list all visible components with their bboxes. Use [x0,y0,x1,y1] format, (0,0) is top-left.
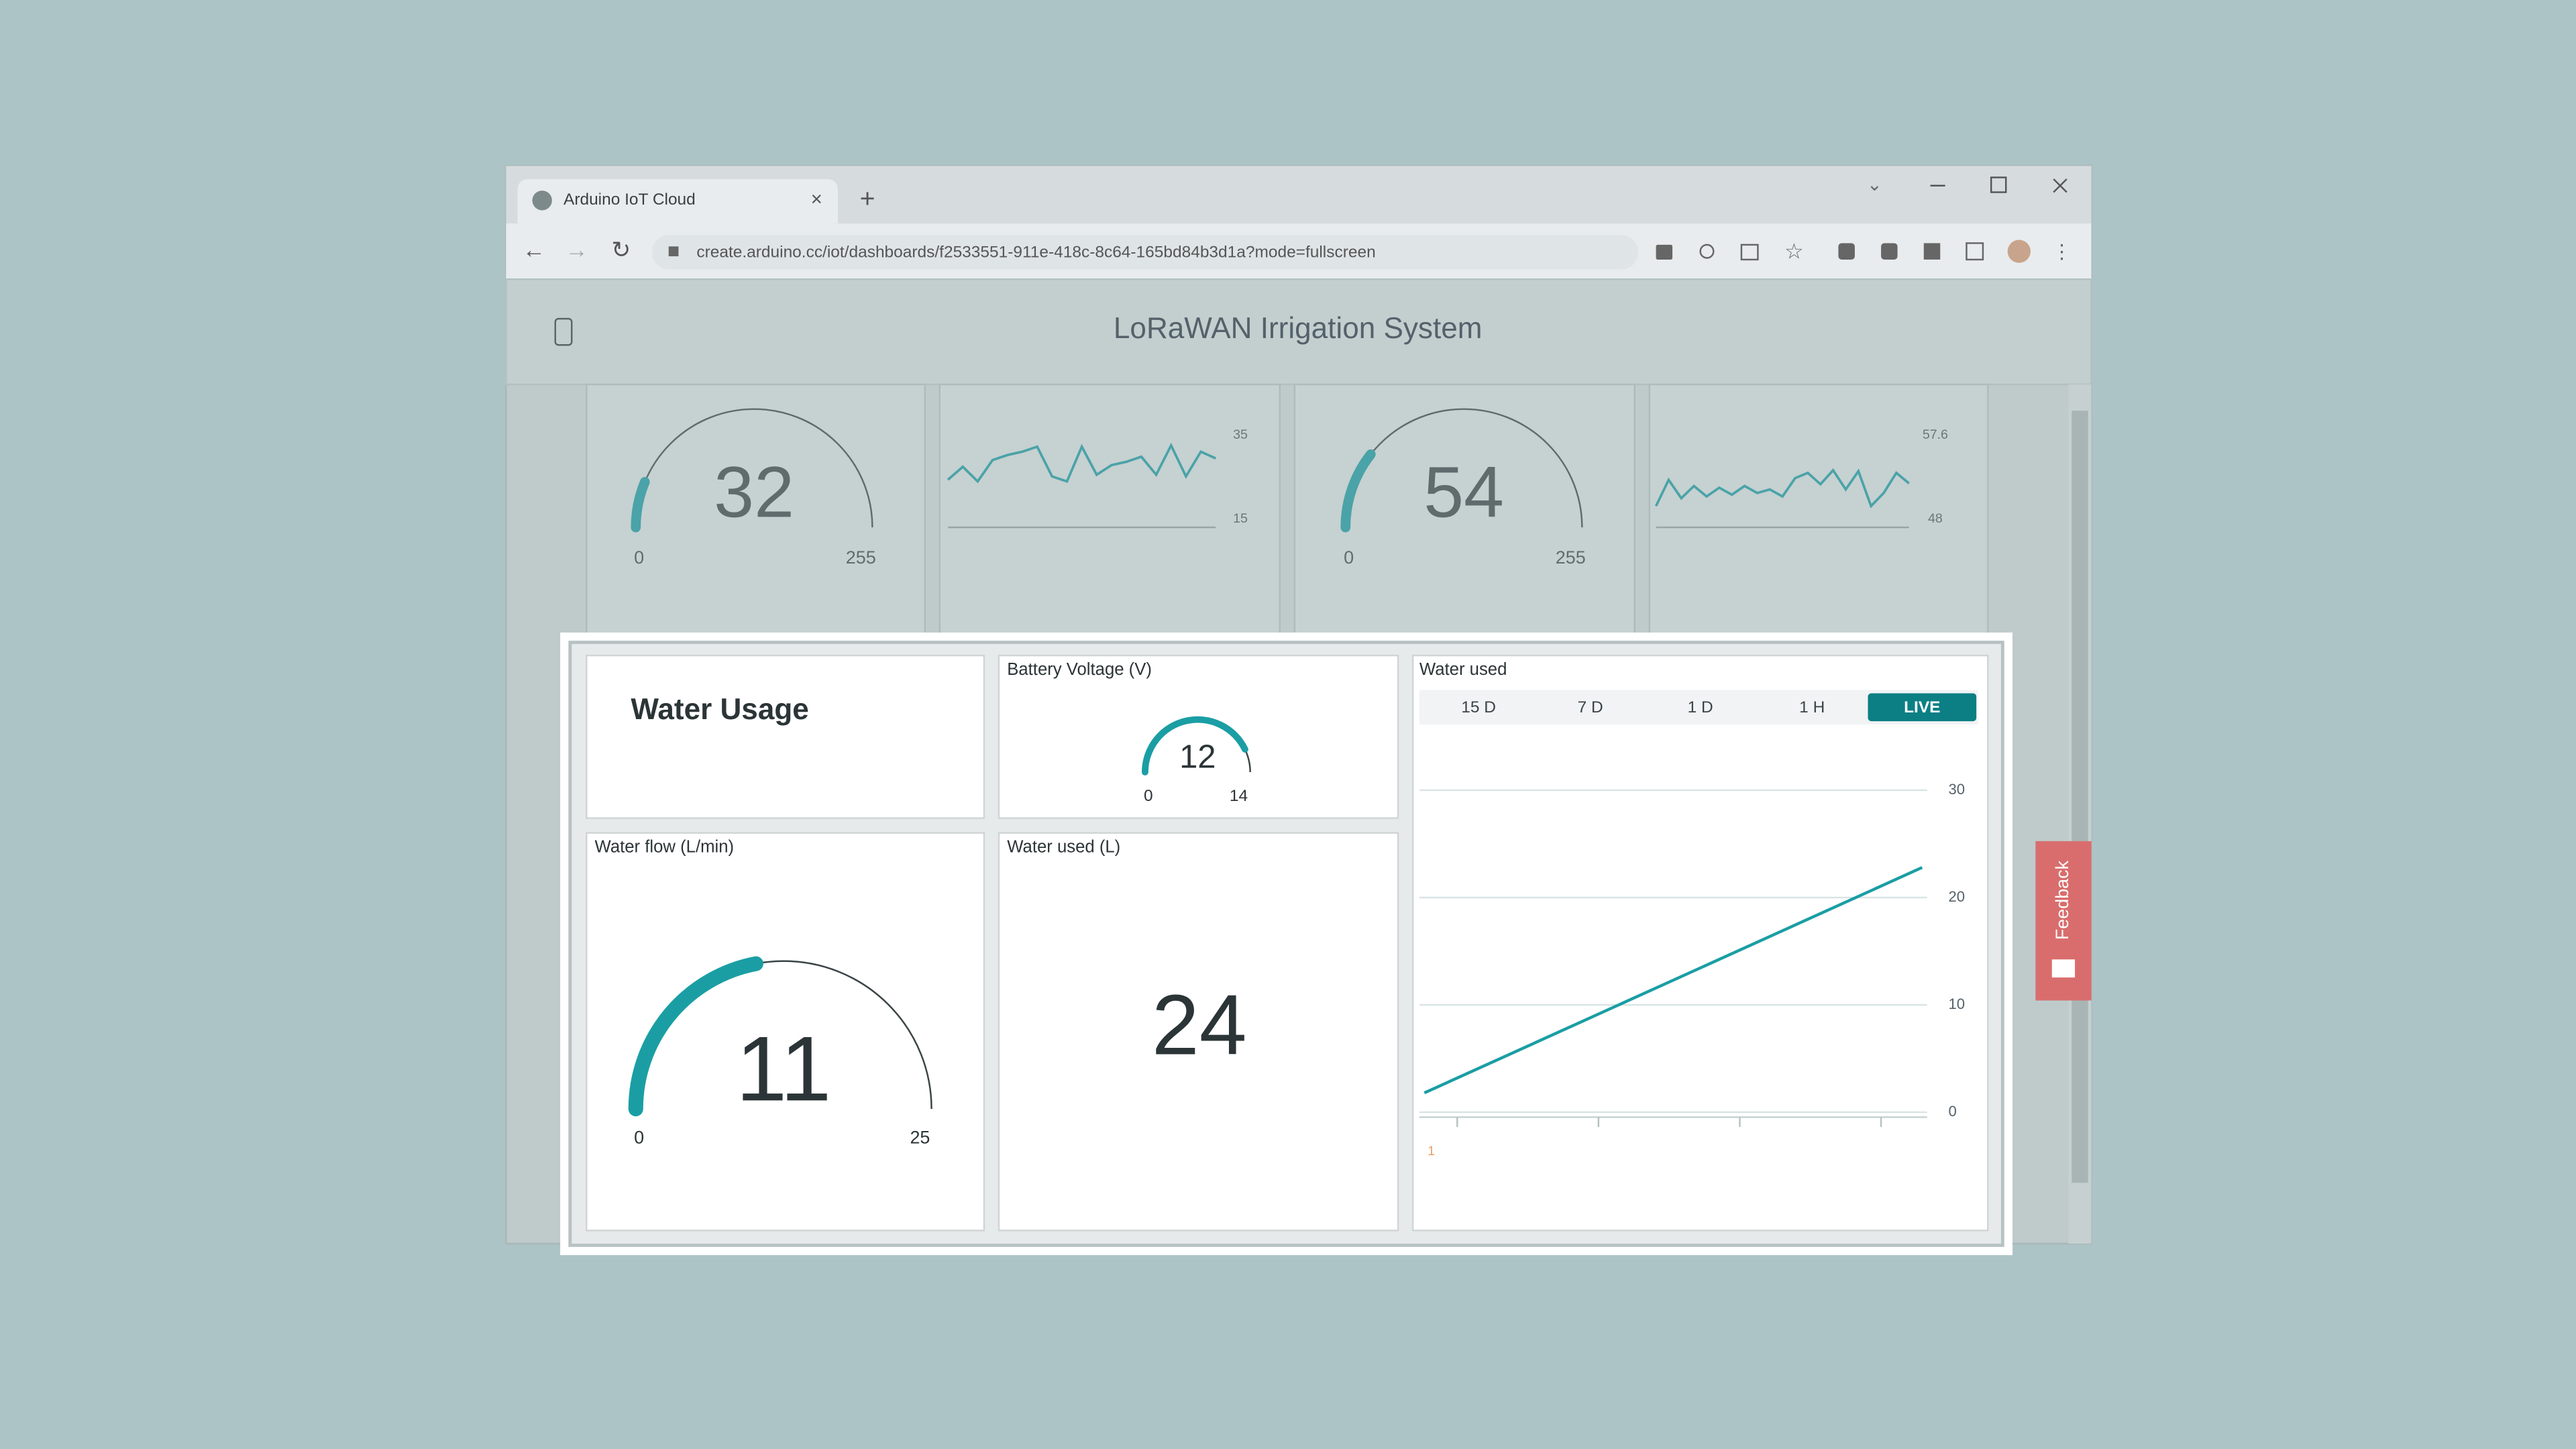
range-button[interactable]: 1 H [1799,698,1825,716]
range-button[interactable]: 7 D [1578,698,1603,716]
y-tick-label: 48 [1928,511,1943,526]
lock-icon [668,246,679,257]
icon[interactable] [1656,244,1673,260]
gauge-value: 11 [736,1018,831,1120]
x-tick-label: 1 [1428,1144,1435,1159]
icon[interactable] [1699,244,1715,259]
device-icon[interactable] [554,317,573,346]
range-button[interactable]: LIVE [1904,698,1940,716]
close-window[interactable] [2053,178,2068,193]
forward[interactable]: → [565,237,588,263]
value-display: 24 [1152,977,1247,1073]
back[interactable]: ← [523,237,545,263]
card [1411,654,1989,1232]
tab-title[interactable]: Arduino IoT Cloud [564,191,696,209]
icon[interactable] [1966,242,1984,261]
gauge-min: 0 [634,1127,644,1147]
y-tick-label: 0 [1948,1103,1956,1120]
feedback-icon [2051,959,2076,978]
gauge-min: 0 [634,547,644,568]
card [998,654,1399,819]
address-bar[interactable] [652,235,1638,270]
tab[interactable] [517,178,838,224]
widget-title: Water used [1419,660,1507,679]
gauge-min: 0 [1144,787,1153,805]
gauge-track [635,408,873,528]
menu[interactable]: ⋮ [2052,241,2072,263]
widget-title: Water used (L) [1007,837,1120,856]
tab-icon [532,191,552,211]
toolbar-icons: ☆ ⋮ [1656,239,2072,264]
icon[interactable] [1838,243,1855,260]
card [1648,383,1989,640]
y-tick-label: 57.6 [1923,427,1948,442]
range-button[interactable]: 15 D [1461,698,1496,716]
gauge-max: 255 [1556,547,1586,568]
widget-title: Water flow (L/min) [595,837,735,856]
gauge-value: 54 [1424,451,1504,533]
widget-title: Water Usage [631,693,808,726]
card [586,654,985,819]
range-button[interactable]: 1 D [1688,698,1713,716]
close-tab[interactable]: × [811,189,822,211]
tab-search[interactable]: ⌄ [1867,174,1882,195]
icon[interactable] [1740,244,1759,261]
gauge-value-arc [631,477,650,533]
range-active [1868,693,1977,722]
gauge-max: 14 [1230,787,1248,805]
url[interactable]: create.arduino.cc/iot/dashboards/f253355… [696,244,1375,262]
icon[interactable]: ☆ [1784,239,1804,264]
dashboard-title: LoRaWAN Irrigation System [1114,312,1483,345]
card [998,832,1399,1232]
y-tick-label: 20 [1948,888,1965,905]
data-line [1424,866,1923,1095]
reload[interactable]: ↻ [611,237,631,263]
sparkline [1654,468,1910,508]
y-tick-label: 30 [1948,781,1965,798]
icon[interactable] [1923,243,1941,260]
feedback-label[interactable]: Feedback [2052,860,2072,940]
gauge-max: 255 [846,547,876,568]
gauge-value: 12 [1179,739,1216,775]
maximize[interactable] [1990,176,2007,193]
y-tick-label: 35 [1233,427,1248,442]
gauge-max: 25 [910,1127,930,1147]
avatar[interactable] [2007,239,2031,263]
widget-title: Battery Voltage (V) [1007,660,1152,679]
gauge-value-arc [628,956,763,1117]
gauge-value: 32 [714,451,794,533]
new-tab[interactable]: + [860,184,875,213]
card [938,383,1281,640]
icon[interactable] [1881,243,1898,260]
sparkline [947,442,1216,484]
y-tick-label: 15 [1233,511,1248,526]
card [586,383,926,640]
scroll-thumb[interactable] [2072,411,2088,1183]
y-tick-label: 10 [1948,996,1965,1012]
gauge-value-arc [1340,449,1376,533]
gauge-min: 0 [1344,547,1354,568]
gauge-value-arc [1142,716,1248,775]
